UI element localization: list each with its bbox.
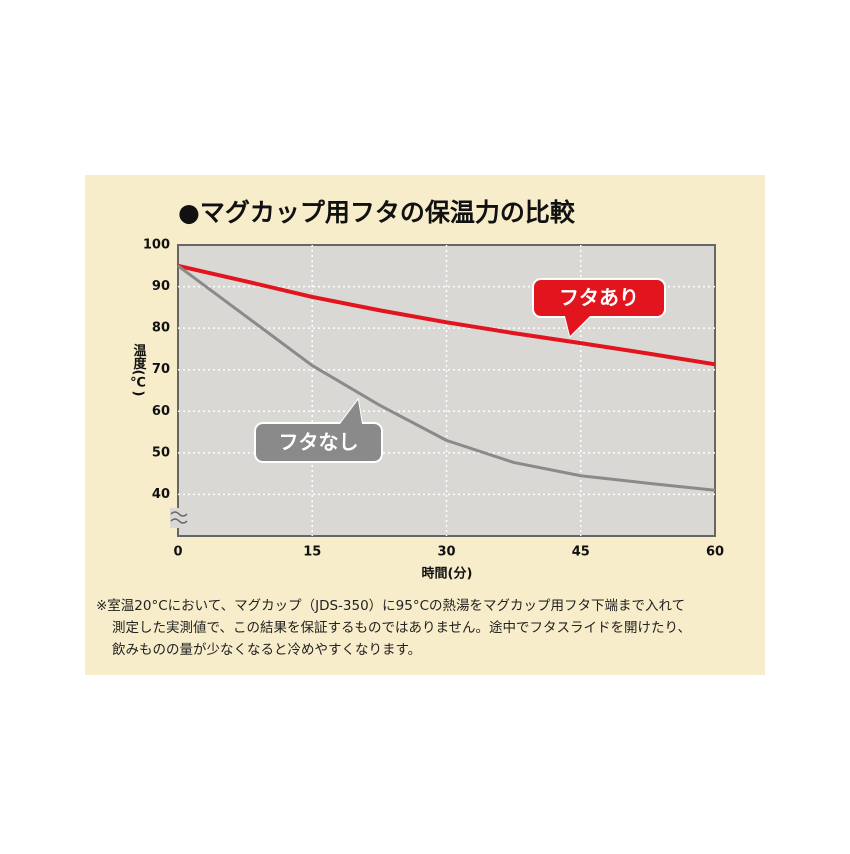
y-tick-label: 90 — [152, 279, 170, 294]
callout-box — [532, 278, 666, 318]
series-line — [177, 263, 716, 367]
x-axis-label: 時間(分) — [422, 566, 473, 582]
note: ※室温20°Cにおいて、マグカップ（JDS-350）に95°Cの熱湯をマグカップ… — [96, 597, 685, 614]
x-tick-label: 15 — [303, 545, 321, 560]
x-tick-label: 60 — [706, 545, 724, 560]
x-tick-label: 0 — [173, 545, 182, 560]
callout-tail — [565, 316, 590, 336]
legend-label: フタなし — [279, 430, 359, 454]
y-axis-label: 温度(℃) — [130, 344, 146, 397]
y-tick-label: 50 — [152, 445, 170, 460]
x-tick-label: 30 — [437, 545, 455, 560]
series-line — [177, 264, 716, 492]
y-tick-label: 100 — [143, 238, 170, 253]
chart-title: ●マグカップ用フタの保温力の比較 — [178, 198, 576, 227]
callout-tail — [340, 400, 362, 424]
x-tick-label: 45 — [572, 545, 590, 560]
y-tick-label: 80 — [152, 321, 170, 336]
y-tick-label: 70 — [152, 362, 170, 377]
axis-break-bg — [170, 508, 188, 528]
y-tick-label: 60 — [152, 404, 170, 419]
y-tick-label: 40 — [152, 487, 170, 502]
note: 飲みものの量が少なくなると冷めやすくなります。 — [112, 642, 421, 658]
callout-box — [254, 422, 383, 463]
note: 測定した実測値で、この結果を保証するものではありません。途中でフタスライドを開け… — [112, 619, 691, 636]
axis-break — [170, 511, 188, 524]
legend-label: フタあり — [559, 286, 639, 310]
